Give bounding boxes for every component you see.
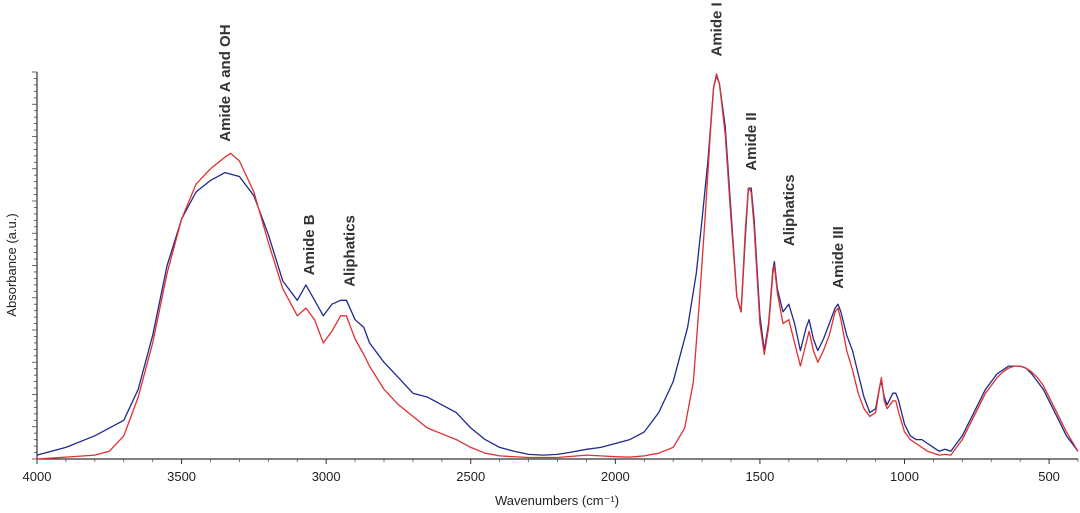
peak-annotation: Aliphatics (781, 174, 798, 246)
peak-annotation: Aliphatics (341, 215, 358, 287)
spectrum-line-1 (36, 75, 1079, 456)
x-ticks: 4000 3500 3000 2500 2000 1500 1000 500 (23, 459, 1079, 484)
peak-annotation: Amide A and OH (217, 24, 234, 141)
x-tick-label-4000: 4000 (23, 469, 52, 484)
y-ticks (32, 71, 37, 460)
series-layer (36, 73, 1079, 460)
x-axis-title: Wavenumbers (cm⁻¹) (495, 493, 619, 508)
annotation-layer: Amide A and OH Amide B Aliphatics Amide I Am… (217, 2, 847, 288)
x-tick-label-1500: 1500 (745, 469, 774, 484)
spectrum-line-2 (36, 73, 1079, 460)
peak-annotation: Amide III (830, 226, 847, 289)
x-tick-label-1000: 1000 (890, 469, 919, 484)
x-tick-label-2500: 2500 (456, 469, 485, 484)
x-tick-label-3000: 3000 (312, 469, 341, 484)
axes: 4000 3500 3000 2500 2000 1500 1000 500 (23, 71, 1079, 484)
y-axis-title: Absorbance (a.u.) (4, 213, 19, 316)
x-tick-label-2000: 2000 (601, 469, 630, 484)
x-tick-label-500: 500 (1038, 469, 1060, 484)
peak-annotation: Amide B (301, 214, 318, 275)
peak-annotation: Amide II (743, 112, 760, 170)
x-tick-label-3500: 3500 (167, 469, 196, 484)
peak-annotation: Amide I (709, 2, 726, 56)
